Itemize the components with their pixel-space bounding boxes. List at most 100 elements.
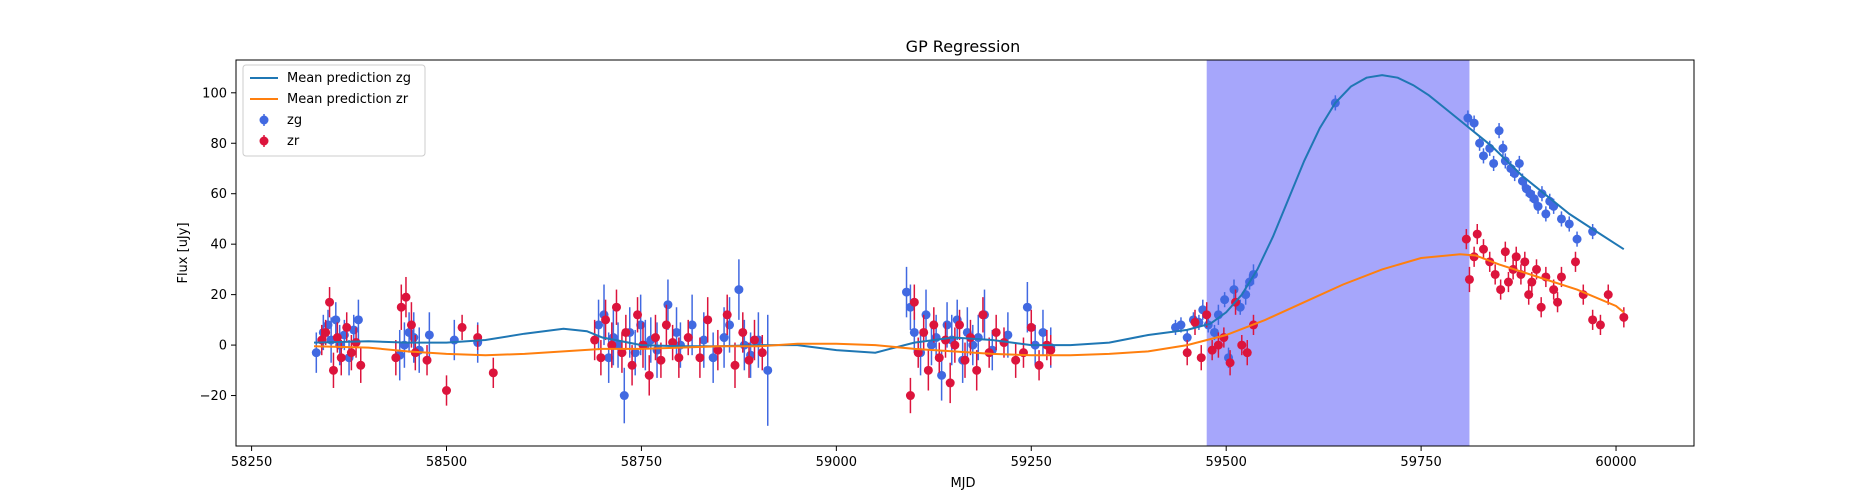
zr-point xyxy=(946,378,955,387)
zg-point xyxy=(312,348,321,357)
zr-point xyxy=(1571,257,1580,266)
zr-point xyxy=(674,353,683,362)
zg-point xyxy=(734,285,743,294)
zg-point xyxy=(1176,320,1185,329)
zg-point xyxy=(1489,159,1498,168)
zr-point xyxy=(645,371,654,380)
x-axis-label: MJD xyxy=(950,476,975,491)
zr-point xyxy=(401,293,410,302)
zr-point xyxy=(633,310,642,319)
zg-point xyxy=(1479,151,1488,160)
zr-point xyxy=(1557,272,1566,281)
zr-point xyxy=(1046,346,1055,355)
zr-point xyxy=(906,391,915,400)
zr-point xyxy=(1520,257,1529,266)
x-tick-label: 60000 xyxy=(1595,455,1636,470)
zr-point xyxy=(695,353,704,362)
zg-point xyxy=(1501,156,1510,165)
chart-title: GP Regression xyxy=(906,37,1021,56)
zg-point xyxy=(663,300,672,309)
zg-point xyxy=(1498,144,1507,153)
zr-point xyxy=(329,366,338,375)
zg-point xyxy=(709,353,718,362)
zr-point xyxy=(596,353,605,362)
zr-point xyxy=(745,356,754,365)
zg-point xyxy=(331,315,340,324)
legend-swatch-point-zg xyxy=(260,116,269,125)
zg-point xyxy=(1557,214,1566,223)
zr-point xyxy=(407,320,416,329)
zr-point xyxy=(1479,245,1488,254)
zr-point xyxy=(972,366,981,375)
zr-point xyxy=(703,315,712,324)
zr-point xyxy=(730,361,739,370)
x-tick-label: 59500 xyxy=(1206,455,1247,470)
legend: Mean prediction zg Mean prediction zr zg… xyxy=(243,65,425,156)
zr-point xyxy=(1532,265,1541,274)
zr-point xyxy=(651,333,660,342)
zr-point xyxy=(935,353,944,362)
zg-point xyxy=(927,341,936,350)
legend-swatch-point-zr xyxy=(260,137,269,146)
zr-point xyxy=(601,315,610,324)
zr-point xyxy=(1202,310,1211,319)
zr-point xyxy=(1035,361,1044,370)
zg-point xyxy=(425,330,434,339)
zr-point xyxy=(1473,230,1482,239)
zr-point xyxy=(628,361,637,370)
zr-point xyxy=(397,303,406,312)
zr-point xyxy=(738,328,747,337)
zr-point xyxy=(750,336,759,345)
zr-point xyxy=(489,368,498,377)
zr-point xyxy=(1226,358,1235,367)
zg-point xyxy=(1565,219,1574,228)
zr-point xyxy=(356,361,365,370)
zr-point xyxy=(321,328,330,337)
zr-point xyxy=(919,328,928,337)
zg-point xyxy=(409,333,418,342)
zr-point xyxy=(1011,356,1020,365)
zr-point xyxy=(1588,315,1597,324)
zg-point xyxy=(725,320,734,329)
zr-point xyxy=(590,336,599,345)
y-tick-label: 60 xyxy=(210,187,227,202)
zg-point xyxy=(1470,119,1479,128)
zg-point xyxy=(1229,285,1238,294)
legend-label-points-zr: zr xyxy=(287,134,300,149)
zr-point xyxy=(1237,341,1246,350)
x-tick-label: 58250 xyxy=(231,455,272,470)
zg-point xyxy=(1220,295,1229,304)
y-tick-label: 40 xyxy=(210,238,227,253)
zr-point xyxy=(1596,320,1605,329)
y-tick-label: 100 xyxy=(202,86,227,101)
zr-point xyxy=(910,298,919,307)
y-axis-label: Flux [uJy] xyxy=(176,222,191,283)
zr-point xyxy=(1527,278,1536,287)
x-tick-label: 59750 xyxy=(1400,455,1441,470)
zr-point xyxy=(391,353,400,362)
zg-point xyxy=(974,333,983,342)
zr-point xyxy=(342,323,351,332)
zr-point xyxy=(1604,290,1613,299)
zr-point xyxy=(1027,323,1036,332)
zr-point xyxy=(955,320,964,329)
zr-point xyxy=(612,303,621,312)
zg-point xyxy=(1515,159,1524,168)
zr-point xyxy=(978,310,987,319)
zr-point xyxy=(684,333,693,342)
y-tick-label: 0 xyxy=(219,339,227,354)
zr-point xyxy=(1512,252,1521,261)
zg-point xyxy=(354,315,363,324)
zr-point xyxy=(1465,275,1474,284)
zr-point xyxy=(1501,247,1510,256)
x-tick-label: 58500 xyxy=(426,455,467,470)
zr-point xyxy=(1537,303,1546,312)
x-tick-label: 59250 xyxy=(1011,455,1052,470)
zr-point xyxy=(1504,278,1513,287)
y-tick-label: −20 xyxy=(200,389,227,404)
zr-point xyxy=(1243,348,1252,357)
zg-point xyxy=(937,371,946,380)
zg-point xyxy=(1541,209,1550,218)
legend-label-points-zg: zg xyxy=(287,113,302,128)
